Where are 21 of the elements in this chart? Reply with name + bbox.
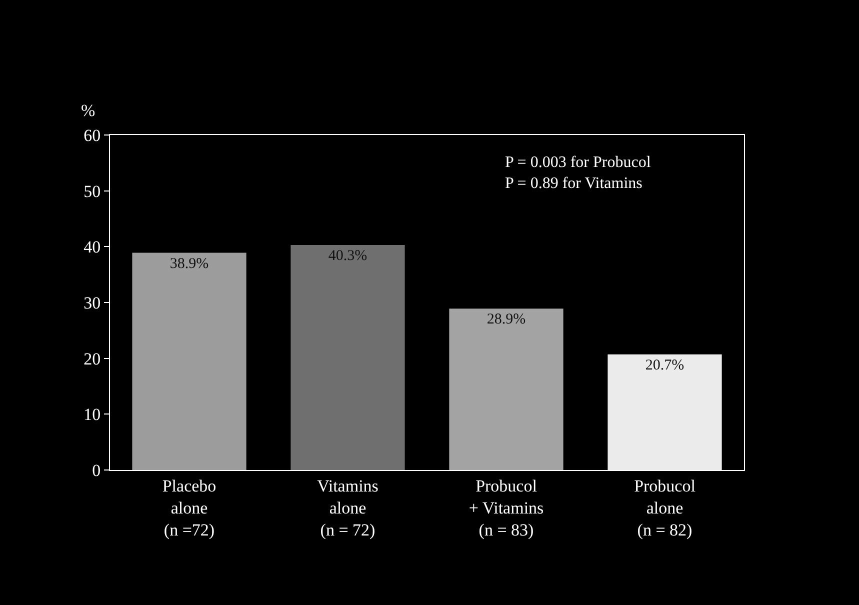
data-label: 38.9% — [170, 256, 209, 272]
data-label: 40.3% — [328, 248, 368, 264]
bar — [449, 308, 564, 470]
x-tick-label: Probucol + Vitamins (n = 83) — [468, 476, 544, 540]
x-tick-label: Probucol alone (n = 82) — [634, 476, 696, 540]
x-tick-label: Vitamins alone (n = 72) — [317, 476, 378, 540]
x-tick-label: Placebo alone (n =72) — [162, 476, 216, 540]
y-axis-title: % — [81, 101, 96, 120]
y-tick-label: 0 — [92, 460, 101, 480]
y-tick-label: 40 — [84, 238, 101, 257]
y-tick-label: 10 — [84, 405, 101, 424]
bar — [132, 252, 246, 470]
data-label: 20.7% — [645, 357, 684, 374]
bar — [608, 354, 722, 470]
annotation: P = 0.003 for Probucol P = 0.89 for Vitamins — [505, 154, 652, 192]
y-tick-label: 30 — [84, 293, 101, 312]
data-label: 28.9% — [486, 312, 526, 328]
y-tick-label: 50 — [84, 182, 101, 201]
y-tick-label: 60 — [84, 126, 101, 145]
y-tick-label: 20 — [84, 349, 101, 368]
bar — [290, 244, 405, 470]
